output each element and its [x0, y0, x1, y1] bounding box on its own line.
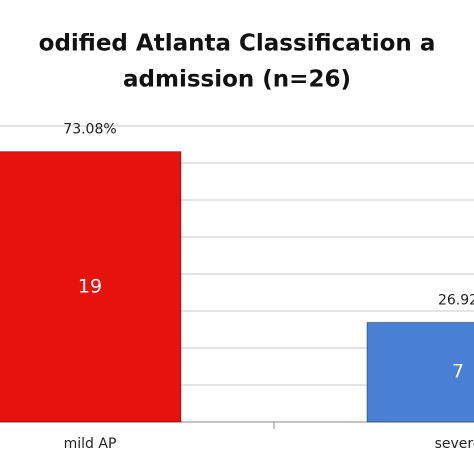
bar — [0, 151, 182, 423]
x-tick-label: mild AP — [64, 436, 117, 452]
chart-title: odified Atlanta Classification a — [39, 31, 436, 57]
bar — [366, 321, 474, 423]
value-label: 73.08% — [63, 122, 116, 138]
count-label: 19 — [78, 275, 102, 297]
value-label: 26.92 — [438, 292, 474, 308]
x-tick-label: severe — [435, 436, 474, 452]
chart-title: admission (n=26) — [123, 67, 351, 93]
count-label: 7 — [452, 361, 464, 383]
